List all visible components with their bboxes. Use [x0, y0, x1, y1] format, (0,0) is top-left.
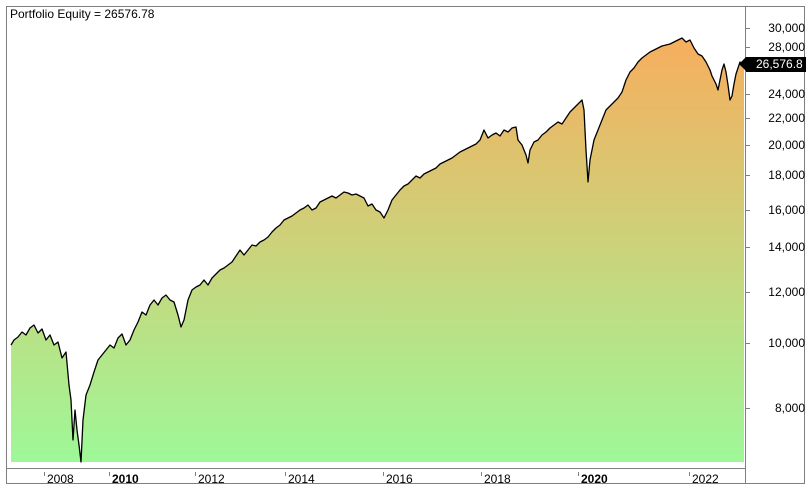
- x-tick-label: 2012: [198, 472, 225, 486]
- x-tick-label: 2020: [581, 472, 608, 486]
- y-tick-label: 18,000: [768, 168, 805, 182]
- x-tick-label: 2008: [47, 472, 74, 486]
- chart-title: Portfolio Equity = 26576.78: [10, 7, 155, 21]
- y-tick-label: 8,000: [774, 401, 805, 415]
- x-tick-label: 2014: [288, 472, 315, 486]
- x-tick-label: 2022: [692, 472, 719, 486]
- y-tick-label: 22,000: [768, 111, 805, 125]
- y-tick-label: 16,000: [768, 203, 805, 217]
- equity-line: [10, 37, 745, 463]
- y-tick-label: 14,000: [768, 240, 805, 254]
- y-tick-label: 24,000: [768, 87, 805, 101]
- x-tick-marks: [44, 472, 690, 476]
- x-tick-label: 2016: [386, 472, 413, 486]
- equity-area: [11, 38, 744, 462]
- y-tick-marks: [746, 28, 750, 409]
- y-tick-label: 28,000: [768, 40, 805, 54]
- y-tick-label: 12,000: [768, 285, 805, 299]
- y-tick-label: 20,000: [768, 138, 805, 152]
- x-tick-label: 2018: [484, 472, 511, 486]
- x-tick-label: 2010: [112, 472, 139, 486]
- y-tick-label: 30,000: [768, 21, 805, 35]
- last-value-tag: 26,576.8: [739, 57, 806, 72]
- y-tick-label: 10,000: [768, 336, 805, 350]
